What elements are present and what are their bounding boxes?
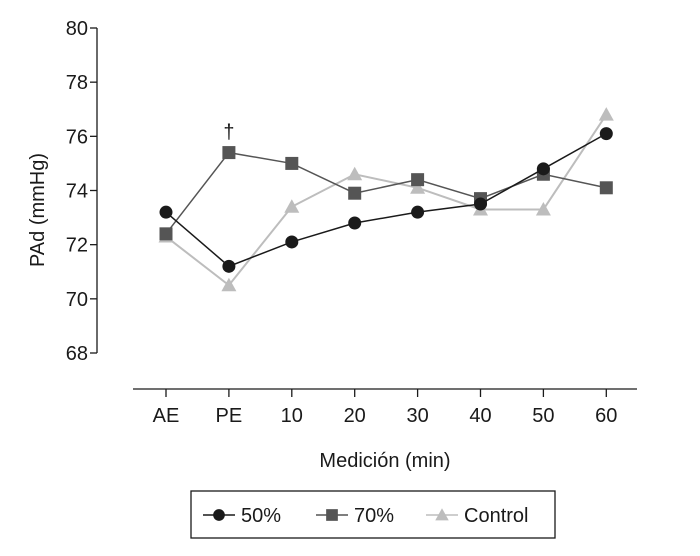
data-point-triangle: [221, 277, 237, 292]
data-point-triangle: [410, 180, 426, 194]
y-tick-label: 70: [66, 289, 88, 311]
x-tick-label: AE: [153, 405, 180, 427]
x-axis-title: Medición (min): [319, 450, 450, 472]
data-point-circle: [159, 205, 173, 219]
data-point-circle: [285, 235, 299, 249]
legend-item: 70%: [316, 505, 394, 527]
data-point-square: [222, 146, 236, 160]
y-tick-label: 78: [66, 72, 88, 94]
legend-marker-square: [326, 509, 338, 521]
legend-marker-circle: [213, 509, 225, 521]
data-point-triangle: [598, 107, 614, 121]
y-tick-label: 68: [66, 343, 88, 365]
x-axis: AE PE 10 20 30 40 50 60: [133, 388, 637, 427]
data-point-triangle: [284, 199, 300, 213]
data-point-square: [599, 181, 613, 195]
data-point-circle: [411, 205, 425, 219]
x-tick-label: PE: [216, 405, 243, 427]
data-point-circle: [599, 127, 613, 141]
series-layer: [158, 107, 614, 292]
data-point-circle: [222, 259, 236, 273]
series-line: [165, 114, 608, 287]
data-point-circle: [474, 197, 487, 211]
legend-label: 70%: [354, 505, 394, 527]
x-tick-label: 30: [406, 405, 428, 427]
series-70pct: [159, 146, 613, 241]
x-tick-label: 50: [532, 405, 554, 427]
x-tick-label: 40: [469, 405, 491, 427]
legend-marker-triangle: [435, 508, 449, 521]
data-point-square: [159, 227, 173, 241]
data-point-circle: [536, 162, 550, 176]
legend-label: 50%: [241, 505, 281, 527]
y-axis: 68 70 72 74 76 78 80: [66, 18, 98, 365]
y-tick-label: 80: [66, 18, 88, 40]
x-tick-label: 60: [595, 405, 617, 427]
data-point-triangle: [535, 201, 551, 216]
annotation-layer: †: [223, 122, 234, 144]
series-line: [165, 132, 607, 268]
significance-marker: †: [223, 122, 234, 144]
x-tick-label: 10: [281, 405, 303, 427]
legend-box: [190, 490, 556, 539]
data-point-square: [348, 186, 362, 200]
data-point-circle: [348, 216, 362, 230]
data-point-square: [411, 173, 425, 187]
legend: 50% 70% Control: [190, 490, 556, 539]
x-tick-label: 20: [344, 405, 366, 427]
data-point-triangle: [347, 166, 363, 181]
series-50pct: [159, 127, 613, 273]
series-line: [165, 151, 607, 235]
y-tick-label: 74: [66, 181, 88, 203]
y-tick-label: 72: [66, 235, 88, 257]
legend-item: Control: [426, 505, 528, 527]
legend-label: Control: [464, 505, 528, 527]
y-tick-label: 76: [66, 126, 88, 148]
y-axis-title: PAd (mmHg): [27, 153, 49, 267]
legend-item: 50%: [203, 505, 281, 527]
data-point-square: [285, 156, 299, 170]
